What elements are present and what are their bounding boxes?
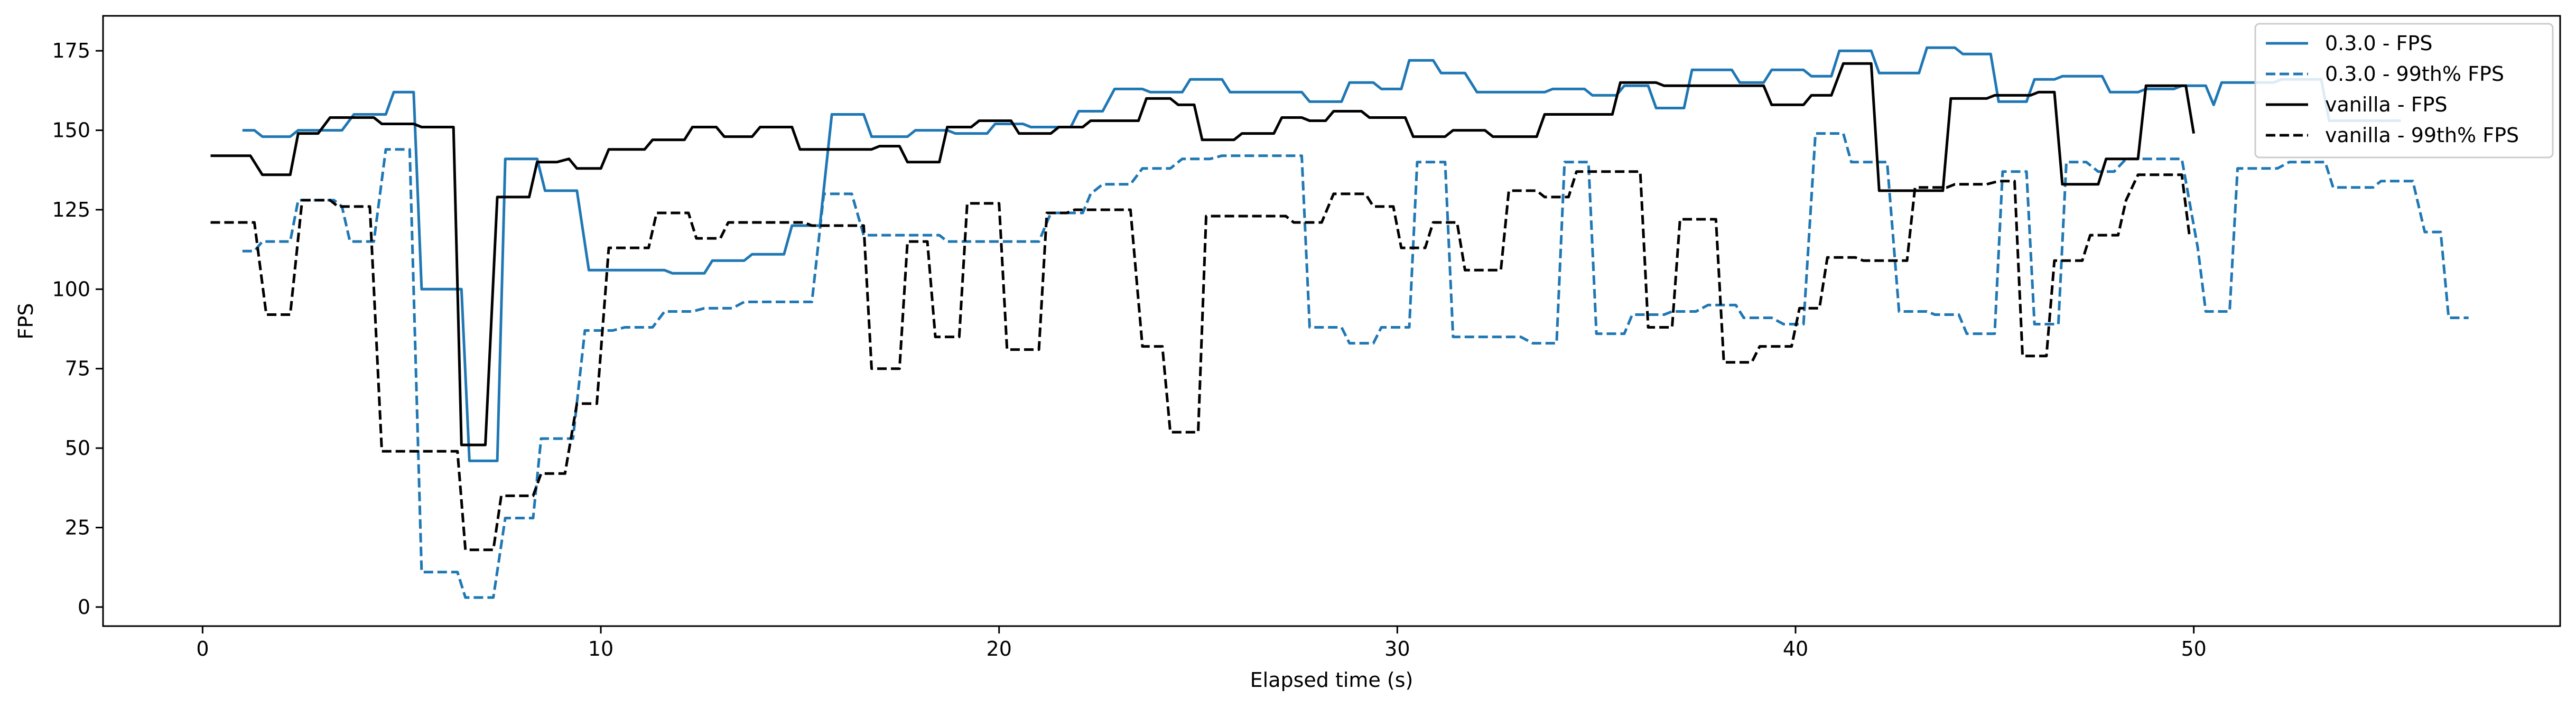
y-tick-label: 50 <box>65 436 90 460</box>
series-line-1 <box>242 46 2401 462</box>
x-axis-label: Elapsed time (s) <box>1250 668 1413 692</box>
legend-label: 0.3.0 - 99th% FPS <box>2325 62 2504 86</box>
series-line-4 <box>210 170 2191 552</box>
plot-frame <box>102 15 2561 627</box>
y-tick-label: 100 <box>52 277 90 301</box>
legend-box <box>2254 23 2554 159</box>
x-tick-label: 40 <box>1783 637 1808 660</box>
legend-label: 0.3.0 - FPS <box>2325 32 2432 55</box>
y-tick-label: 125 <box>52 198 90 221</box>
legend-label: vanilla - 99th% FPS <box>2325 124 2519 147</box>
x-tick-label: 20 <box>987 637 1012 660</box>
y-tick-label: 150 <box>52 119 90 142</box>
y-tick-label: 175 <box>52 39 90 62</box>
x-axis: 0 10 20 30 40 50 <box>196 626 2207 660</box>
y-axis: 0 25 50 75 100 125 150 175 <box>52 39 103 619</box>
x-tick-label: 0 <box>196 637 209 660</box>
x-tick-label: 30 <box>1384 637 1410 660</box>
plot-lines <box>210 46 2469 599</box>
series-line-3 <box>210 62 2196 446</box>
x-tick-label: 10 <box>588 637 613 660</box>
y-tick-label: 75 <box>65 357 90 380</box>
series-line-2 <box>242 132 2469 599</box>
x-tick-label: 50 <box>2181 637 2206 660</box>
legend-label: vanilla - FPS <box>2325 93 2448 116</box>
y-tick-label: 0 <box>78 595 90 619</box>
y-axis-label: FPS <box>14 303 38 340</box>
legend: 0.3.0 - FPS 0.3.0 - 99th% FPS vanilla - FP… <box>2254 23 2554 159</box>
y-tick-label: 25 <box>65 516 90 539</box>
